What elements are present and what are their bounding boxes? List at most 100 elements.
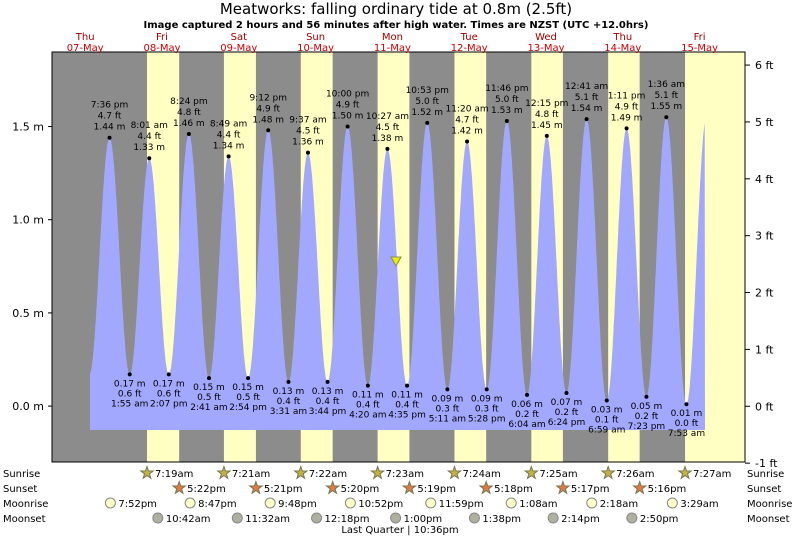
tide-label: 0.6 ft [157, 389, 181, 399]
tide-point [226, 154, 231, 159]
sunrise-time: 7:22am [309, 469, 347, 480]
sunset-time: 5:20pm [341, 484, 380, 495]
tide-label: 10:27 am [366, 112, 409, 122]
tide-point [644, 394, 649, 399]
day-date: 10-May [297, 43, 334, 54]
tide-label: 4.4 ft [217, 130, 241, 140]
tide-label: 5.1 ft [575, 93, 599, 103]
sunrise-icon [523, 464, 539, 480]
sunrise-time: 7:21am [232, 469, 270, 480]
tide-label: 4.4 ft [137, 132, 161, 142]
tide-label: 0.2 ft [515, 410, 539, 420]
current-marker [390, 256, 402, 268]
tide-label: 0.4 ft [277, 397, 301, 407]
tide-point [484, 387, 489, 392]
tide-label: 2:41 am [190, 403, 227, 413]
moonset-time: 12:18pm [325, 514, 370, 525]
sunset-icon [478, 479, 494, 495]
tide-label: 0.17 m [153, 379, 185, 389]
sunset-time: 5:16pm [648, 484, 687, 495]
moonrise-time: 2:18am [600, 499, 638, 510]
tide-point [365, 383, 370, 388]
tide-point [206, 376, 211, 381]
sunrise-icon [369, 464, 386, 480]
y2-tick-label: 1 ft [755, 343, 774, 356]
day-name: Sun [306, 32, 325, 43]
tide-label: 0.17 m [114, 379, 146, 389]
sunrise-time: 7:25am [539, 469, 577, 480]
sunrise-time: 7:27am [693, 469, 731, 480]
tide-label: 0.06 m [511, 400, 543, 410]
tide-point [525, 392, 530, 397]
y-tick-label: 1.0 m [12, 214, 44, 227]
tide-point [405, 383, 410, 388]
sunset-icon [248, 479, 264, 495]
tide-label: 4.7 ft [98, 112, 122, 122]
tide-label: 7:53 am [668, 429, 705, 439]
moon-phase: Last Quarter | 10:36pm [341, 525, 458, 536]
tide-label: 0.13 m [312, 387, 344, 397]
tide-label: 0.3 ft [436, 404, 460, 414]
tide-point [624, 126, 629, 131]
tide-point [544, 133, 549, 138]
moonset-time: 1:38pm [482, 514, 521, 525]
tide-label: 1.42 m [451, 126, 483, 136]
moonset-icon [152, 512, 164, 524]
tide-point [107, 135, 112, 140]
tide-label: 1.53 m [491, 106, 523, 116]
y-tick-label: 0.5 m [12, 307, 44, 320]
y2-tick-label: 3 ft [755, 230, 774, 243]
tide-label: 0.03 m [591, 406, 623, 416]
moonset-icon [626, 512, 638, 524]
tide-label: 4.8 ft [535, 110, 559, 120]
tide-label: 1.34 m [213, 141, 245, 151]
sunrise-time: 7:19am [155, 469, 193, 480]
tide-label: 6:59 am [588, 426, 625, 436]
tide-label: 0.11 m [352, 391, 384, 401]
tide-label: 0.4 ft [356, 401, 380, 411]
tide-label: 0.2 ft [635, 412, 659, 422]
sunset-icon [555, 479, 571, 495]
tide-label: 5:28 pm [468, 414, 506, 424]
tide-point [186, 132, 191, 136]
tide-label: 11:20 am [446, 104, 489, 114]
tide-point [564, 391, 569, 396]
sunset-icon [171, 479, 187, 495]
tide-label: 9:37 am [289, 116, 326, 126]
tide-point [584, 117, 589, 122]
moonrise-icon [666, 497, 678, 509]
tide-point [604, 398, 609, 403]
row-label: Sunset [747, 484, 781, 495]
tide-label: 3:31 am [270, 407, 307, 417]
tide-label: 0.01 m [671, 409, 703, 419]
sunrise-icon [216, 464, 232, 480]
tide-label: 12:41 am [565, 82, 608, 92]
moonrise-icon [104, 497, 116, 509]
chart-subtitle: Image captured 2 hours and 56 minutes af… [144, 20, 649, 31]
day-date: 15-May [681, 43, 718, 54]
tide-label: 2:07 pm [150, 399, 188, 409]
y2-tick-label: 4 ft [755, 173, 774, 186]
tide-point [325, 379, 330, 384]
tide-point [345, 124, 350, 129]
sunset-icon [325, 479, 341, 495]
moonrise-icon [586, 497, 598, 509]
tide-point [385, 146, 390, 151]
tide-label: 4.5 ft [296, 127, 320, 137]
tide-label: 5.1 ft [654, 91, 678, 101]
day-date: 08-May [143, 43, 180, 54]
axes-layer [48, 51, 750, 464]
tide-label: 7:23 pm [628, 422, 666, 432]
tide-label: 0.09 m [471, 394, 503, 404]
tide-point [147, 156, 152, 161]
tide-label: 5.0 ft [495, 95, 519, 105]
row-label: Moonset [747, 514, 790, 525]
sunset-time: 5:21pm [264, 484, 303, 495]
tide-label: 0.05 m [631, 402, 663, 412]
tide-label: 1.46 m [173, 119, 205, 129]
moonset-time: 10:42am [166, 514, 211, 525]
tide-label: 0.5 ft [236, 393, 260, 403]
tide-label: 4:35 pm [388, 411, 426, 421]
tide-label: 9:12 pm [249, 93, 287, 103]
tide-label: 1.44 m [94, 123, 126, 133]
